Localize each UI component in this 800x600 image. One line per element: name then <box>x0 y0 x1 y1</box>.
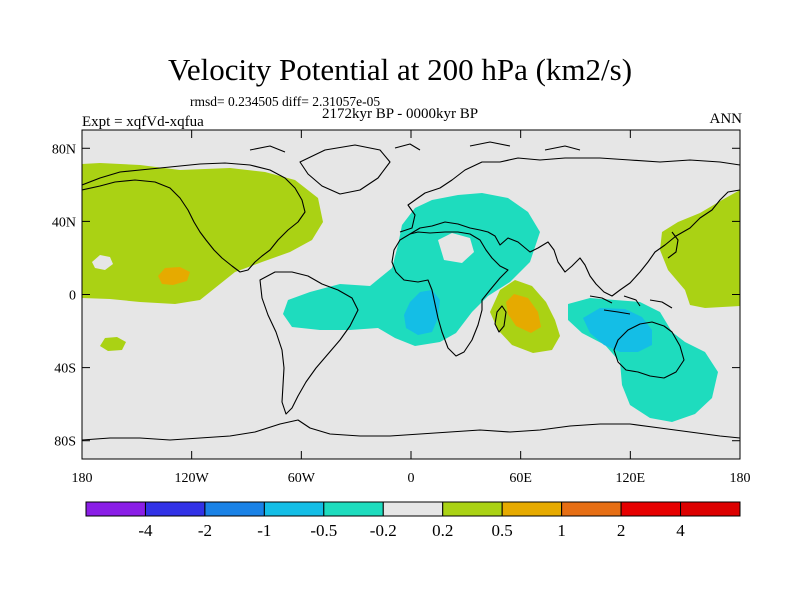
colorbar-box-5 <box>382 501 444 517</box>
west-pacific-positive-region <box>660 190 740 308</box>
colorbar: -4 -2 -1 -0.5 -0.2 0.2 0.5 1 2 4 <box>85 501 741 540</box>
north-pacific-clear-patch <box>92 255 113 270</box>
australia-minimum-region <box>583 308 652 352</box>
colorbar-box-4 <box>323 501 384 517</box>
colorbar-label: -4 <box>138 521 153 540</box>
north-pacific-maximum-region <box>158 267 190 285</box>
axis-ticks: 180 120W 60W 0 60E 120E 180 80N 40N 0 40S 80S <box>52 130 751 486</box>
y-tick-label: 80S <box>54 435 76 450</box>
y-tick-label: 40N <box>52 215 76 230</box>
colorbar-box-2 <box>204 501 265 517</box>
colorbar-label: 1 <box>557 521 566 540</box>
colorbar-label: 2 <box>617 521 626 540</box>
x-tick-label: 60W <box>288 471 316 486</box>
indian-ocean-maximum-region <box>506 294 541 333</box>
arctic-islands-coastline <box>249 141 581 153</box>
south-atlantic-minimum-region <box>404 290 440 335</box>
colorbar-label: -0.5 <box>310 521 337 540</box>
x-tick-label: 60E <box>509 471 532 486</box>
stats-subtitle: rmsd= 0.234505 diff= 2.31057e-05 <box>190 94 381 109</box>
north-pacific-positive-region <box>82 163 323 304</box>
period-string: 2172kyr BP - 0000kyr BP <box>322 106 479 122</box>
africa-europe-negative-region <box>283 193 540 346</box>
colorbar-box-10 <box>680 501 741 517</box>
experiment-string: Expt = xqfVd-xqfua <box>82 114 204 130</box>
colorbar-box-7 <box>501 501 563 517</box>
colorbar-box-3 <box>263 501 325 517</box>
y-tick-label: 40S <box>54 362 76 377</box>
indonesia-coastline <box>589 295 673 315</box>
x-tick-label: 120E <box>616 471 646 486</box>
south-america-coastline <box>259 271 359 415</box>
colorbar-box-1 <box>144 501 206 517</box>
colorbar-box-8 <box>561 501 622 517</box>
contour-fill-layer <box>82 163 740 422</box>
colorbar-box-9 <box>620 501 682 517</box>
japan-coastline <box>667 231 679 259</box>
colorbar-label: -0.2 <box>370 521 397 540</box>
x-tick-label: 120W <box>175 471 210 486</box>
greenland-coastline <box>299 144 391 195</box>
y-tick-label: 0 <box>69 289 76 304</box>
coastline-layer <box>82 141 740 441</box>
x-tick-label: 180 <box>730 471 751 486</box>
colorbar-box-6 <box>442 501 503 517</box>
africa-coastline <box>391 231 509 357</box>
season-string: ANN <box>709 111 743 127</box>
north-america-coastline <box>82 162 306 273</box>
y-tick-label: 80N <box>52 142 76 157</box>
colorbar-label: -1 <box>257 521 271 540</box>
x-tick-label: 180 <box>72 471 93 486</box>
colorbar-label: -2 <box>198 521 212 540</box>
north-africa-clear-patch <box>438 233 474 263</box>
antarctica-coastline <box>82 419 740 441</box>
x-tick-label: 0 <box>408 471 415 486</box>
colorbar-box-0 <box>85 501 146 517</box>
australia-coastline <box>613 321 685 379</box>
eurasia-coastline <box>399 157 740 297</box>
plot-title: Velocity Potential at 200 hPa (km2/s) <box>167 52 633 87</box>
colorbar-label: 0.2 <box>432 521 453 540</box>
madagascar-coastline <box>494 305 507 333</box>
south-pacific-positive-region <box>100 337 126 351</box>
colorbar-label: 4 <box>676 521 685 540</box>
colorbar-label: 0.5 <box>492 521 513 540</box>
